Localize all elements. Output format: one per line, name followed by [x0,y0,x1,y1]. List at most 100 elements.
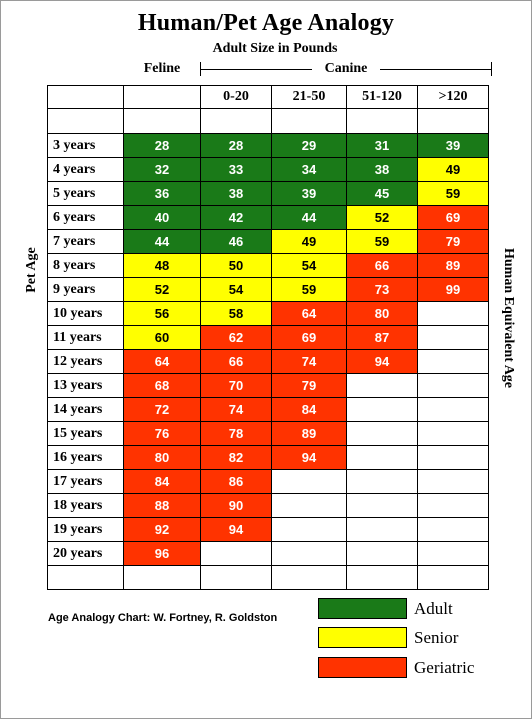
empty-cell [418,518,489,542]
row-label: 13 years [47,374,124,398]
column-header [124,85,201,109]
age-value-cell: 88 [124,494,201,518]
chart-title: Human/Pet Age Analogy [137,10,395,36]
age-value-cell: 86 [201,470,272,494]
row-label: 17 years [47,470,124,494]
row-label: 12 years [47,350,124,374]
spacer-cell [418,566,489,590]
age-value-cell: 89 [418,254,489,278]
age-value-cell: 69 [272,326,347,350]
spacer-cell [47,566,124,590]
spacer-cell [347,109,418,134]
legend-swatch-senior [318,627,407,648]
legend-label-geriatric: Geriatric [414,658,475,677]
row-label: 20 years [47,542,124,566]
row-label: 5 years [47,182,124,206]
empty-cell [418,446,489,470]
age-value-cell: 87 [347,326,418,350]
age-value-cell: 80 [124,446,201,470]
empty-cell [418,374,489,398]
age-value-cell: 79 [272,374,347,398]
row-label: 11 years [47,326,124,350]
age-value-cell: 33 [201,158,272,182]
age-value-cell: 99 [418,278,489,302]
y-axis-label: Pet Age [24,247,39,293]
age-value-cell: 45 [347,182,418,206]
empty-cell [272,470,347,494]
age-value-cell: 76 [124,422,201,446]
age-value-cell: 84 [124,470,201,494]
row-label: 18 years [47,494,124,518]
empty-cell [418,398,489,422]
age-value-cell: 59 [347,230,418,254]
canine-group-bracket: Canine [200,60,492,78]
chart-credit: Age Analogy Chart: W. Fortney, R. Goldst… [48,612,278,624]
empty-cell [418,422,489,446]
age-value-cell: 38 [201,182,272,206]
age-value-cell: 74 [272,350,347,374]
spacer-cell [347,566,418,590]
age-value-cell: 59 [418,182,489,206]
age-value-cell: 31 [347,134,418,158]
age-value-cell: 54 [201,278,272,302]
age-value-cell: 96 [124,542,201,566]
spacer-cell [418,109,489,134]
age-value-cell: 29 [272,134,347,158]
age-value-cell: 49 [272,230,347,254]
bracket-left-tick [200,62,201,76]
empty-cell [418,326,489,350]
row-label: 4 years [47,158,124,182]
age-value-cell: 28 [201,134,272,158]
row-label: 7 years [47,230,124,254]
age-value-cell: 69 [418,206,489,230]
age-value-cell: 42 [201,206,272,230]
age-value-cell: 70 [201,374,272,398]
age-value-cell: 56 [124,302,201,326]
age-value-cell: 92 [124,518,201,542]
row-label: 3 years [47,134,124,158]
empty-cell [347,446,418,470]
empty-cell [418,302,489,326]
age-value-cell: 78 [201,422,272,446]
spacer-cell [124,109,201,134]
age-value-cell: 58 [201,302,272,326]
age-value-cell: 73 [347,278,418,302]
age-value-cell: 40 [124,206,201,230]
legend-swatch-geriatric [318,657,407,678]
spacer-cell [47,109,124,134]
empty-cell [272,518,347,542]
age-value-cell: 89 [272,422,347,446]
row-label: 10 years [47,302,124,326]
legend-label-adult: Adult [414,599,453,618]
row-label: 19 years [47,518,124,542]
empty-cell [418,542,489,566]
age-value-cell: 49 [418,158,489,182]
age-value-cell: 60 [124,326,201,350]
empty-cell [272,494,347,518]
row-label: 16 years [47,446,124,470]
row-label: 9 years [47,278,124,302]
empty-cell [272,542,347,566]
age-value-cell: 52 [347,206,418,230]
age-value-cell: 68 [124,374,201,398]
age-value-cell: 64 [124,350,201,374]
age-value-cell: 52 [124,278,201,302]
empty-cell [201,542,272,566]
empty-cell [347,470,418,494]
empty-cell [347,494,418,518]
spacer-cell [124,566,201,590]
age-value-cell: 50 [201,254,272,278]
age-value-cell: 38 [347,158,418,182]
spacer-cell [201,566,272,590]
age-value-cell: 54 [272,254,347,278]
age-value-cell: 36 [124,182,201,206]
spacer-cell [272,566,347,590]
empty-cell [347,542,418,566]
age-value-cell: 66 [201,350,272,374]
y2-axis-label: Human Equivalent Age [501,247,516,389]
row-label: 6 years [47,206,124,230]
canine-group-label: Canine [312,60,380,78]
age-value-cell: 64 [272,302,347,326]
age-value-cell: 44 [124,230,201,254]
column-header: 21-50 [272,85,347,109]
